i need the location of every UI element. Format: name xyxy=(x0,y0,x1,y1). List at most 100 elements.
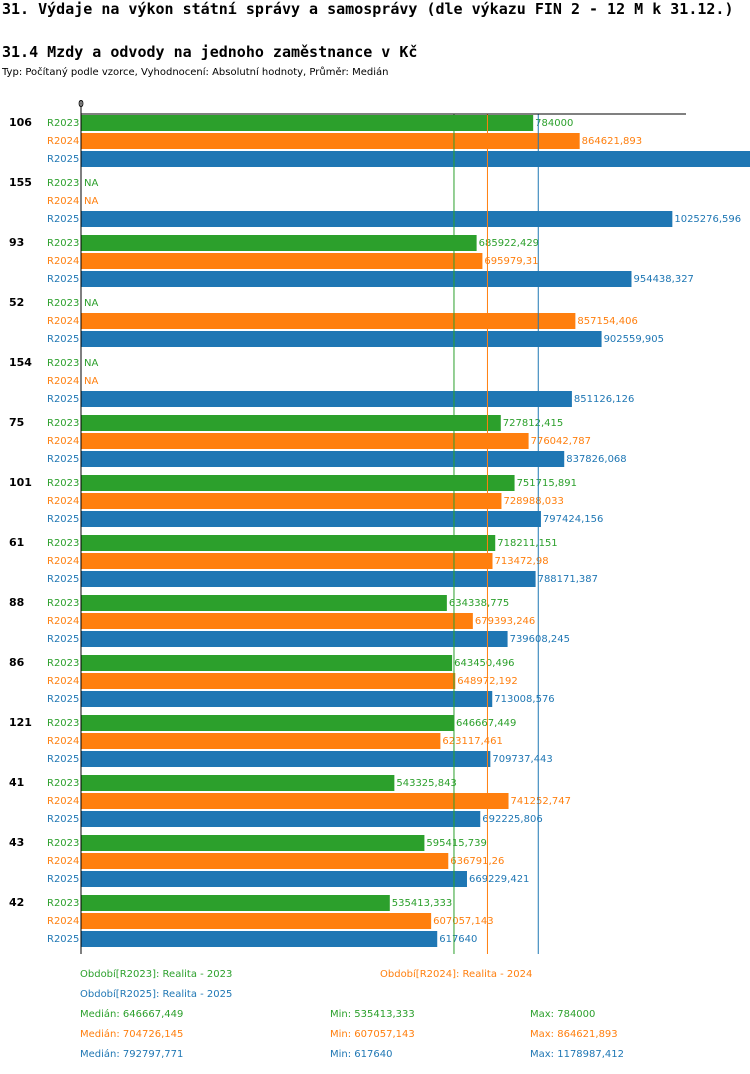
series-row-label: R2023 xyxy=(47,358,79,369)
category-label: 106 xyxy=(9,116,32,129)
bar xyxy=(81,691,493,707)
series-row-label: R2024 xyxy=(47,256,79,267)
data-label: NA xyxy=(84,196,98,207)
bar xyxy=(81,853,449,869)
bar xyxy=(81,793,509,809)
data-label: 643450,496 xyxy=(454,658,514,669)
data-label: 646667,449 xyxy=(456,718,516,729)
data-label: 864621,893 xyxy=(582,136,642,147)
series-row-label: R2025 xyxy=(47,754,79,765)
bar xyxy=(81,253,483,269)
chart-subtitle: 31.4 Mzdy a odvody na jednoho zaměstnanc… xyxy=(2,43,418,61)
data-label: 902559,905 xyxy=(604,334,664,345)
series-row-label: R2024 xyxy=(47,136,79,147)
data-label: NA xyxy=(84,376,98,387)
series-row-label: R2023 xyxy=(47,178,79,189)
data-label: 623117,461 xyxy=(442,736,502,747)
bar xyxy=(81,553,493,569)
category-label: 155 xyxy=(9,176,32,189)
category-label: 75 xyxy=(9,416,24,429)
category-label: 93 xyxy=(9,236,24,249)
bar xyxy=(81,931,438,947)
category-label: 121 xyxy=(9,716,32,729)
category-label: 43 xyxy=(9,836,24,849)
series-row-label: R2024 xyxy=(47,376,79,387)
series-row-label: R2025 xyxy=(47,934,79,945)
data-label: 728988,033 xyxy=(503,496,563,507)
series-row-label: R2023 xyxy=(47,238,79,249)
data-label: 751715,891 xyxy=(517,478,577,489)
bar xyxy=(81,271,632,287)
bar xyxy=(81,415,501,431)
series-row-label: R2023 xyxy=(47,778,79,789)
series-row-label: R2024 xyxy=(47,916,79,927)
series-row-label: R2025 xyxy=(47,694,79,705)
bar xyxy=(81,235,477,251)
category-label: 41 xyxy=(9,776,24,789)
bar xyxy=(81,433,529,449)
data-label: 851126,126 xyxy=(574,394,634,405)
data-label: 776042,787 xyxy=(531,436,591,447)
series-row-label: R2023 xyxy=(47,538,79,549)
data-label: 1025276,596 xyxy=(674,214,741,225)
bar xyxy=(81,115,534,131)
data-label: 857154,406 xyxy=(577,316,637,327)
series-row-label: R2025 xyxy=(47,394,79,405)
data-label: 679393,246 xyxy=(475,616,535,627)
bar xyxy=(81,475,515,491)
data-label: 607057,143 xyxy=(433,916,493,927)
data-label: 535413,333 xyxy=(392,898,452,909)
bar xyxy=(81,595,447,611)
series-row-label: R2023 xyxy=(47,118,79,129)
category-label: 61 xyxy=(9,536,24,549)
series-row-label: R2024 xyxy=(47,856,79,867)
category-label: 154 xyxy=(9,356,32,369)
data-label: 669229,421 xyxy=(469,874,529,885)
bar xyxy=(81,133,580,149)
series-row-label: R2025 xyxy=(47,214,79,225)
series-row-label: R2025 xyxy=(47,514,79,525)
series-row-label: R2023 xyxy=(47,838,79,849)
series-row-label: R2025 xyxy=(47,814,79,825)
series-row-label: R2023 xyxy=(47,478,79,489)
data-label: 718211,151 xyxy=(497,538,557,549)
data-label: 741252,747 xyxy=(511,796,571,807)
bar xyxy=(81,391,572,407)
bar xyxy=(81,331,602,347)
data-label: 692225,806 xyxy=(482,814,542,825)
data-label: 727812,415 xyxy=(503,418,563,429)
series-row-label: R2025 xyxy=(47,334,79,345)
data-label: 797424,156 xyxy=(543,514,603,525)
category-label: 101 xyxy=(9,476,32,489)
bar xyxy=(81,493,502,509)
data-label: 713472,98 xyxy=(495,556,549,567)
data-label: NA xyxy=(84,178,98,189)
series-row-label: R2023 xyxy=(47,598,79,609)
data-label: 837826,068 xyxy=(566,454,626,465)
data-label: NA xyxy=(84,358,98,369)
data-label: 739608,245 xyxy=(510,634,570,645)
bar xyxy=(81,775,395,791)
series-row-label: R2025 xyxy=(47,154,79,165)
bar xyxy=(81,571,536,587)
series-row-label: R2024 xyxy=(47,496,79,507)
data-label: 709737,443 xyxy=(492,754,552,765)
data-label: 595415,739 xyxy=(426,838,486,849)
chart-type-info: Typ: Počítaný podle vzorce, Vyhodnocení:… xyxy=(2,67,389,78)
series-row-label: R2024 xyxy=(47,556,79,567)
series-row-label: R2024 xyxy=(47,196,79,207)
bar xyxy=(81,631,508,647)
bar xyxy=(81,313,576,329)
bar xyxy=(81,835,425,851)
bar xyxy=(81,751,491,767)
bar xyxy=(81,613,473,629)
series-row-label: R2024 xyxy=(47,736,79,747)
data-label: 636791,26 xyxy=(450,856,504,867)
bar xyxy=(81,733,441,749)
data-label: 954438,327 xyxy=(633,274,693,285)
bar xyxy=(81,451,565,467)
category-label: 42 xyxy=(9,896,24,909)
bar xyxy=(81,211,673,227)
data-label: 695979,31 xyxy=(484,256,538,267)
